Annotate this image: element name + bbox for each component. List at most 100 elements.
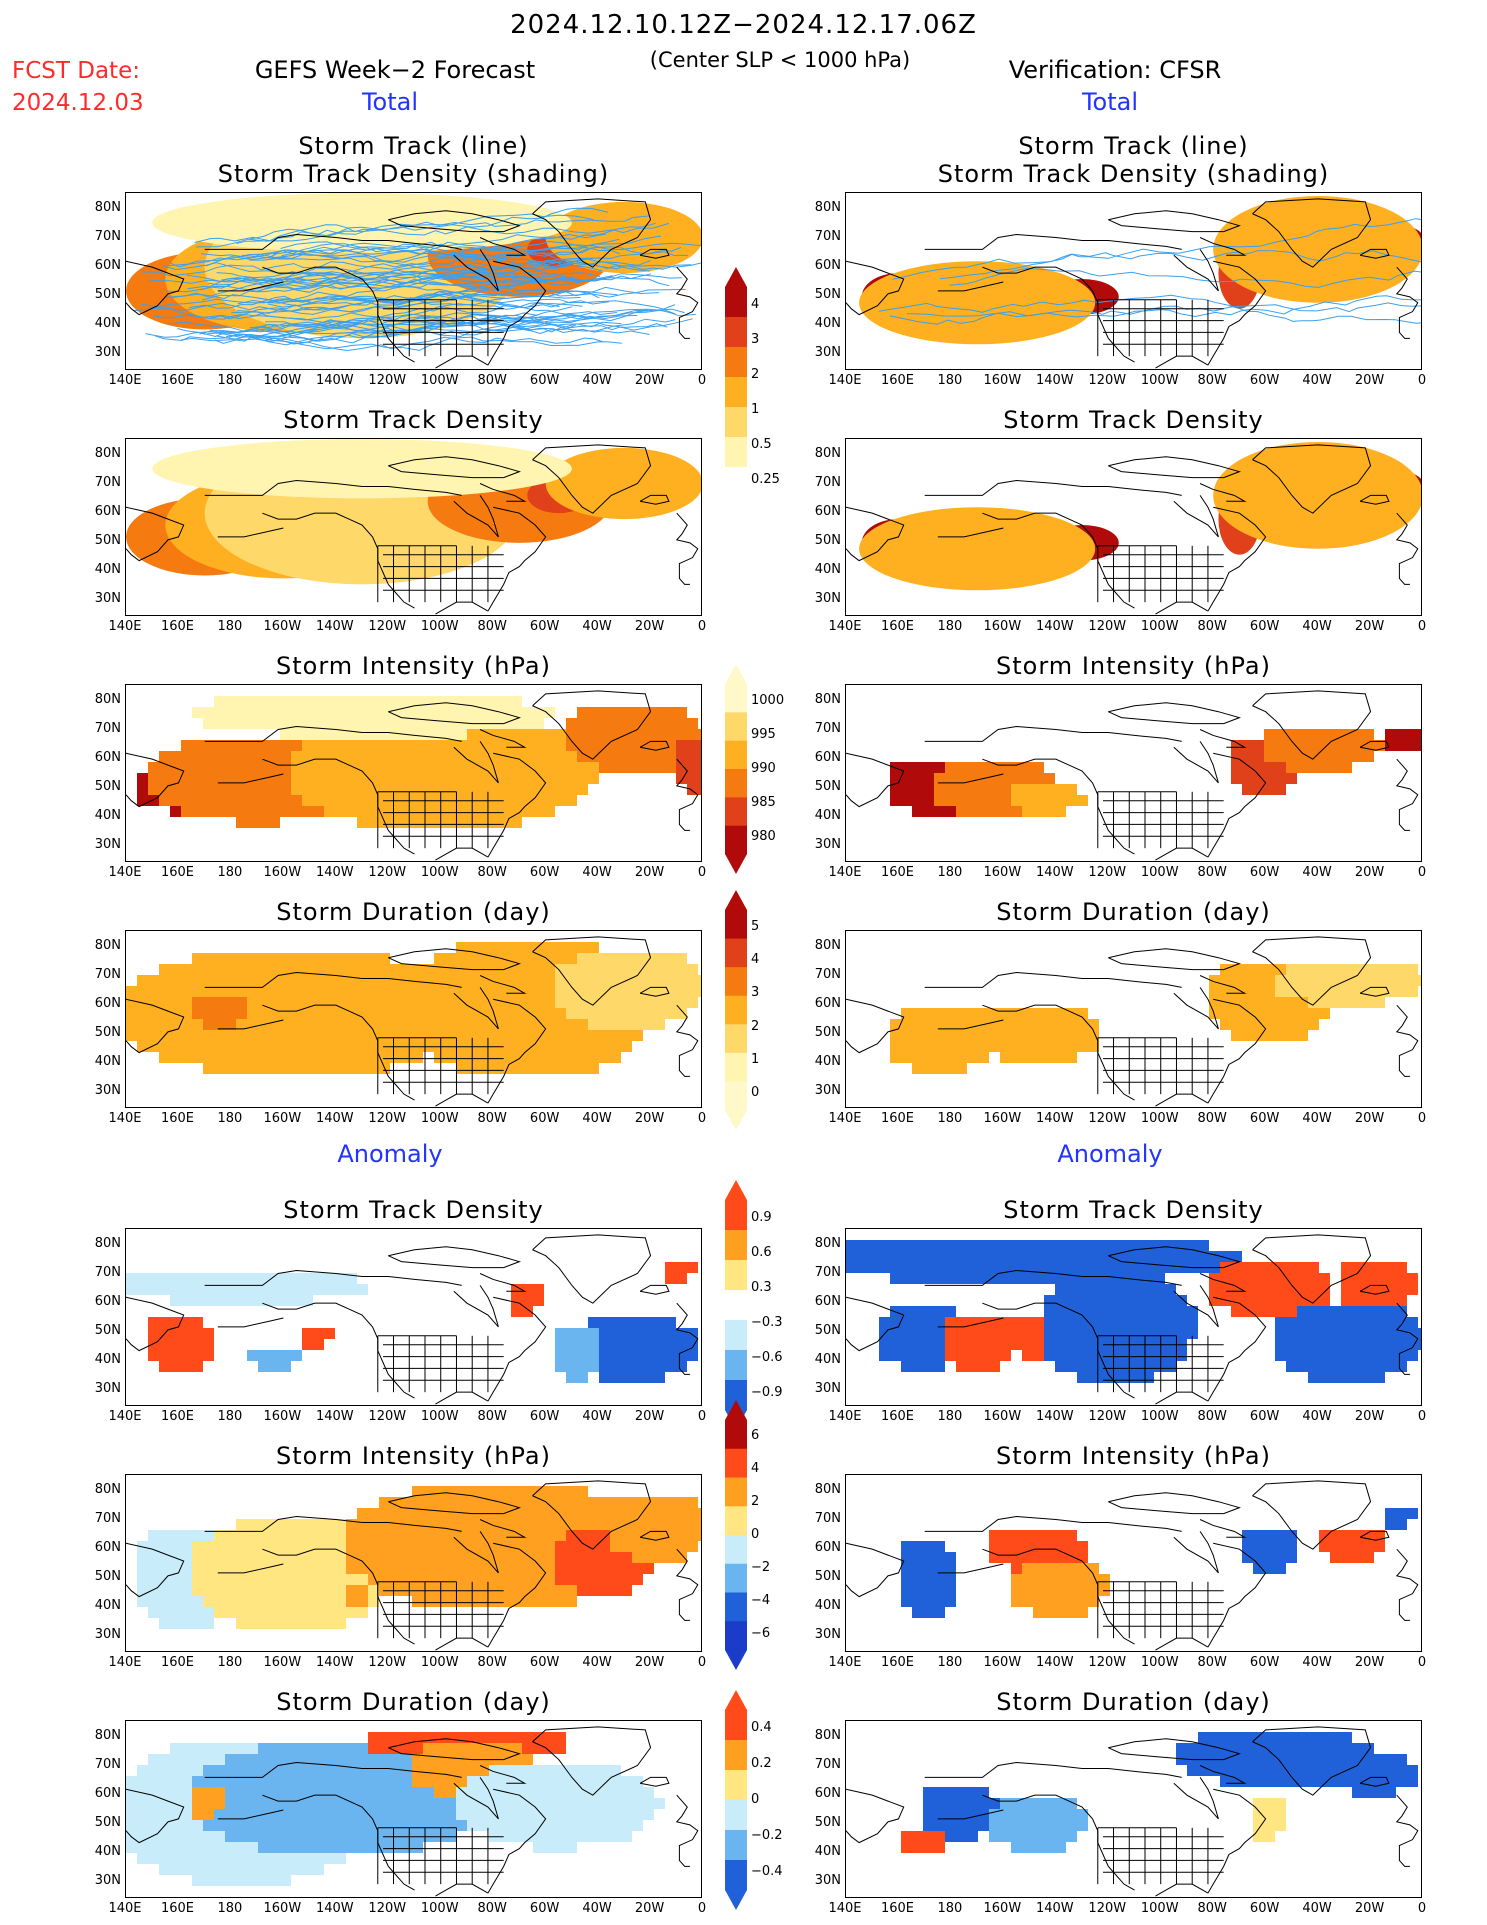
lon-tick-label: 140E — [108, 865, 142, 880]
coastlines — [126, 444, 699, 615]
left-map-3-svg — [126, 690, 701, 861]
right-panel-title: Storm Duration (day) — [996, 898, 1271, 926]
coastlines — [126, 1480, 699, 1651]
lon-tick-label: 100W — [1140, 1901, 1179, 1916]
lat-tick-label: 60N — [814, 1786, 841, 1801]
lon-tick-label: 120W — [1088, 1111, 1127, 1126]
lon-tick-label: 20W — [1354, 1901, 1385, 1916]
lat-tick-label: 70N — [814, 1757, 841, 1772]
subtitle: (Center SLP < 1000 hPa) — [649, 48, 911, 72]
colorbar-tick-label: −4 — [751, 1592, 771, 1608]
lon-tick-label: 140W — [1035, 1655, 1074, 1670]
right-map-7-svg — [846, 1726, 1419, 1897]
shade-region — [1385, 729, 1421, 751]
lon-tick-label: 140W — [315, 1111, 354, 1126]
lat-tick-label: 30N — [94, 1083, 121, 1098]
lat-tick-label: 40N — [814, 1844, 841, 1859]
right-panel-title: Storm Intensity (hPa) — [996, 652, 1271, 680]
lat-tick-label: 30N — [814, 591, 841, 606]
shade-region — [247, 1350, 302, 1372]
lon-tick-label: 60W — [529, 1111, 560, 1126]
lon-tick-label: 60W — [529, 619, 560, 634]
lon-tick-label: 60W — [1249, 865, 1280, 880]
right-column-title: Verification: CFSR — [1008, 56, 1222, 84]
lat-tick-label: 70N — [814, 1511, 841, 1526]
lon-tick-label: 160E — [160, 1901, 194, 1916]
left-map-panel-2 — [125, 438, 702, 616]
lon-tick-label: 40W — [1302, 1409, 1332, 1424]
shade-region — [1330, 1754, 1418, 1798]
lon-tick-label: 60W — [1249, 1111, 1280, 1126]
lon-tick-label: 160E — [880, 865, 914, 880]
lon-tick-label: 160W — [983, 1409, 1022, 1424]
lon-tick-label: 20W — [1354, 865, 1385, 880]
lat-tick-label: 60N — [94, 1294, 121, 1309]
lon-tick-label: 20W — [1354, 619, 1385, 634]
shade-region — [192, 997, 247, 1030]
lon-tick-label: 80W — [1197, 373, 1227, 388]
duration-anom-colorbar — [725, 1690, 747, 1910]
density-anom-colorbar — [725, 1180, 747, 1430]
lon-tick-label: 100W — [420, 373, 459, 388]
lon-tick-label: 160E — [880, 1409, 914, 1424]
shade-region — [665, 1262, 698, 1284]
right-anomaly-label: Anomaly — [1057, 1140, 1163, 1168]
colorbar-tick-label: −6 — [751, 1625, 771, 1641]
colorbar-tick-label: 0.4 — [751, 1720, 772, 1735]
left-column-title: GEFS Week−2 Forecast — [254, 56, 536, 84]
shade-region — [676, 740, 701, 795]
shade-region — [989, 1798, 1088, 1853]
lon-tick-label: 80W — [1197, 865, 1227, 880]
right-total-label: Total — [1081, 88, 1139, 116]
lon-tick-label: 20W — [1354, 1111, 1385, 1126]
density-total-colorbar — [725, 267, 747, 517]
lon-tick-label: 160E — [880, 373, 914, 388]
colorbar-tick-label: 0.3 — [751, 1279, 772, 1295]
colorbar-tick-label: 985 — [751, 795, 776, 810]
lon-tick-label: 160W — [263, 1901, 302, 1916]
lat-tick-label: 40N — [814, 1054, 841, 1069]
lon-tick-label: 140E — [108, 1409, 142, 1424]
lat-tick-label: 40N — [94, 1054, 121, 1069]
colorbar-tick-label: −0.6 — [751, 1349, 783, 1365]
lat-tick-label: 80N — [814, 1728, 841, 1743]
lat-tick-label: 30N — [94, 1627, 121, 1642]
lon-tick-label: 80W — [1197, 619, 1227, 634]
lat-tick-label: 60N — [94, 258, 121, 273]
shade-region — [859, 261, 1096, 345]
shade-region — [901, 1831, 945, 1853]
lat-tick-label: 40N — [814, 562, 841, 577]
colorbar-tick-label: 1 — [751, 1052, 760, 1067]
lat-tick-label: 40N — [94, 808, 121, 823]
lat-tick-label: 60N — [814, 996, 841, 1011]
colorbar-tick-label: 3 — [751, 331, 760, 347]
colorbar-tick-label: 5 — [751, 918, 760, 934]
lon-tick-label: 40W — [1302, 619, 1332, 634]
lon-tick-label: 0 — [1417, 619, 1427, 634]
lon-tick-label: 160W — [263, 619, 302, 634]
shade-region — [901, 1541, 956, 1618]
lon-tick-label: 120W — [1088, 619, 1127, 634]
lon-tick-label: 100W — [420, 619, 459, 634]
lon-tick-label: 0 — [1417, 1901, 1427, 1916]
lon-tick-label: 40W — [582, 619, 612, 634]
lon-tick-label: 140W — [1035, 619, 1074, 634]
lon-tick-label: 160E — [880, 1655, 914, 1670]
shade-region — [577, 1317, 698, 1383]
lon-tick-label: 180 — [217, 1111, 243, 1126]
right-map-panel-4 — [845, 930, 1422, 1108]
lat-tick-label: 80N — [94, 200, 121, 215]
right-map-2-svg — [846, 441, 1421, 615]
lon-tick-label: 60W — [529, 1901, 560, 1916]
colorbar-tick-label: 980 — [751, 829, 776, 844]
lon-tick-label: 0 — [1417, 1111, 1427, 1126]
lon-tick-label: 20W — [634, 1655, 665, 1670]
lon-tick-label: 0 — [697, 865, 707, 880]
lon-tick-label: 140E — [108, 1901, 142, 1916]
right-panel-title: Storm Intensity (hPa) — [996, 1442, 1271, 1470]
lon-tick-label: 160E — [160, 1655, 194, 1670]
shade-region — [192, 1787, 225, 1820]
lon-tick-label: 100W — [1140, 865, 1179, 880]
lat-tick-label: 50N — [814, 779, 841, 794]
left-map-6-svg — [126, 1480, 701, 1651]
